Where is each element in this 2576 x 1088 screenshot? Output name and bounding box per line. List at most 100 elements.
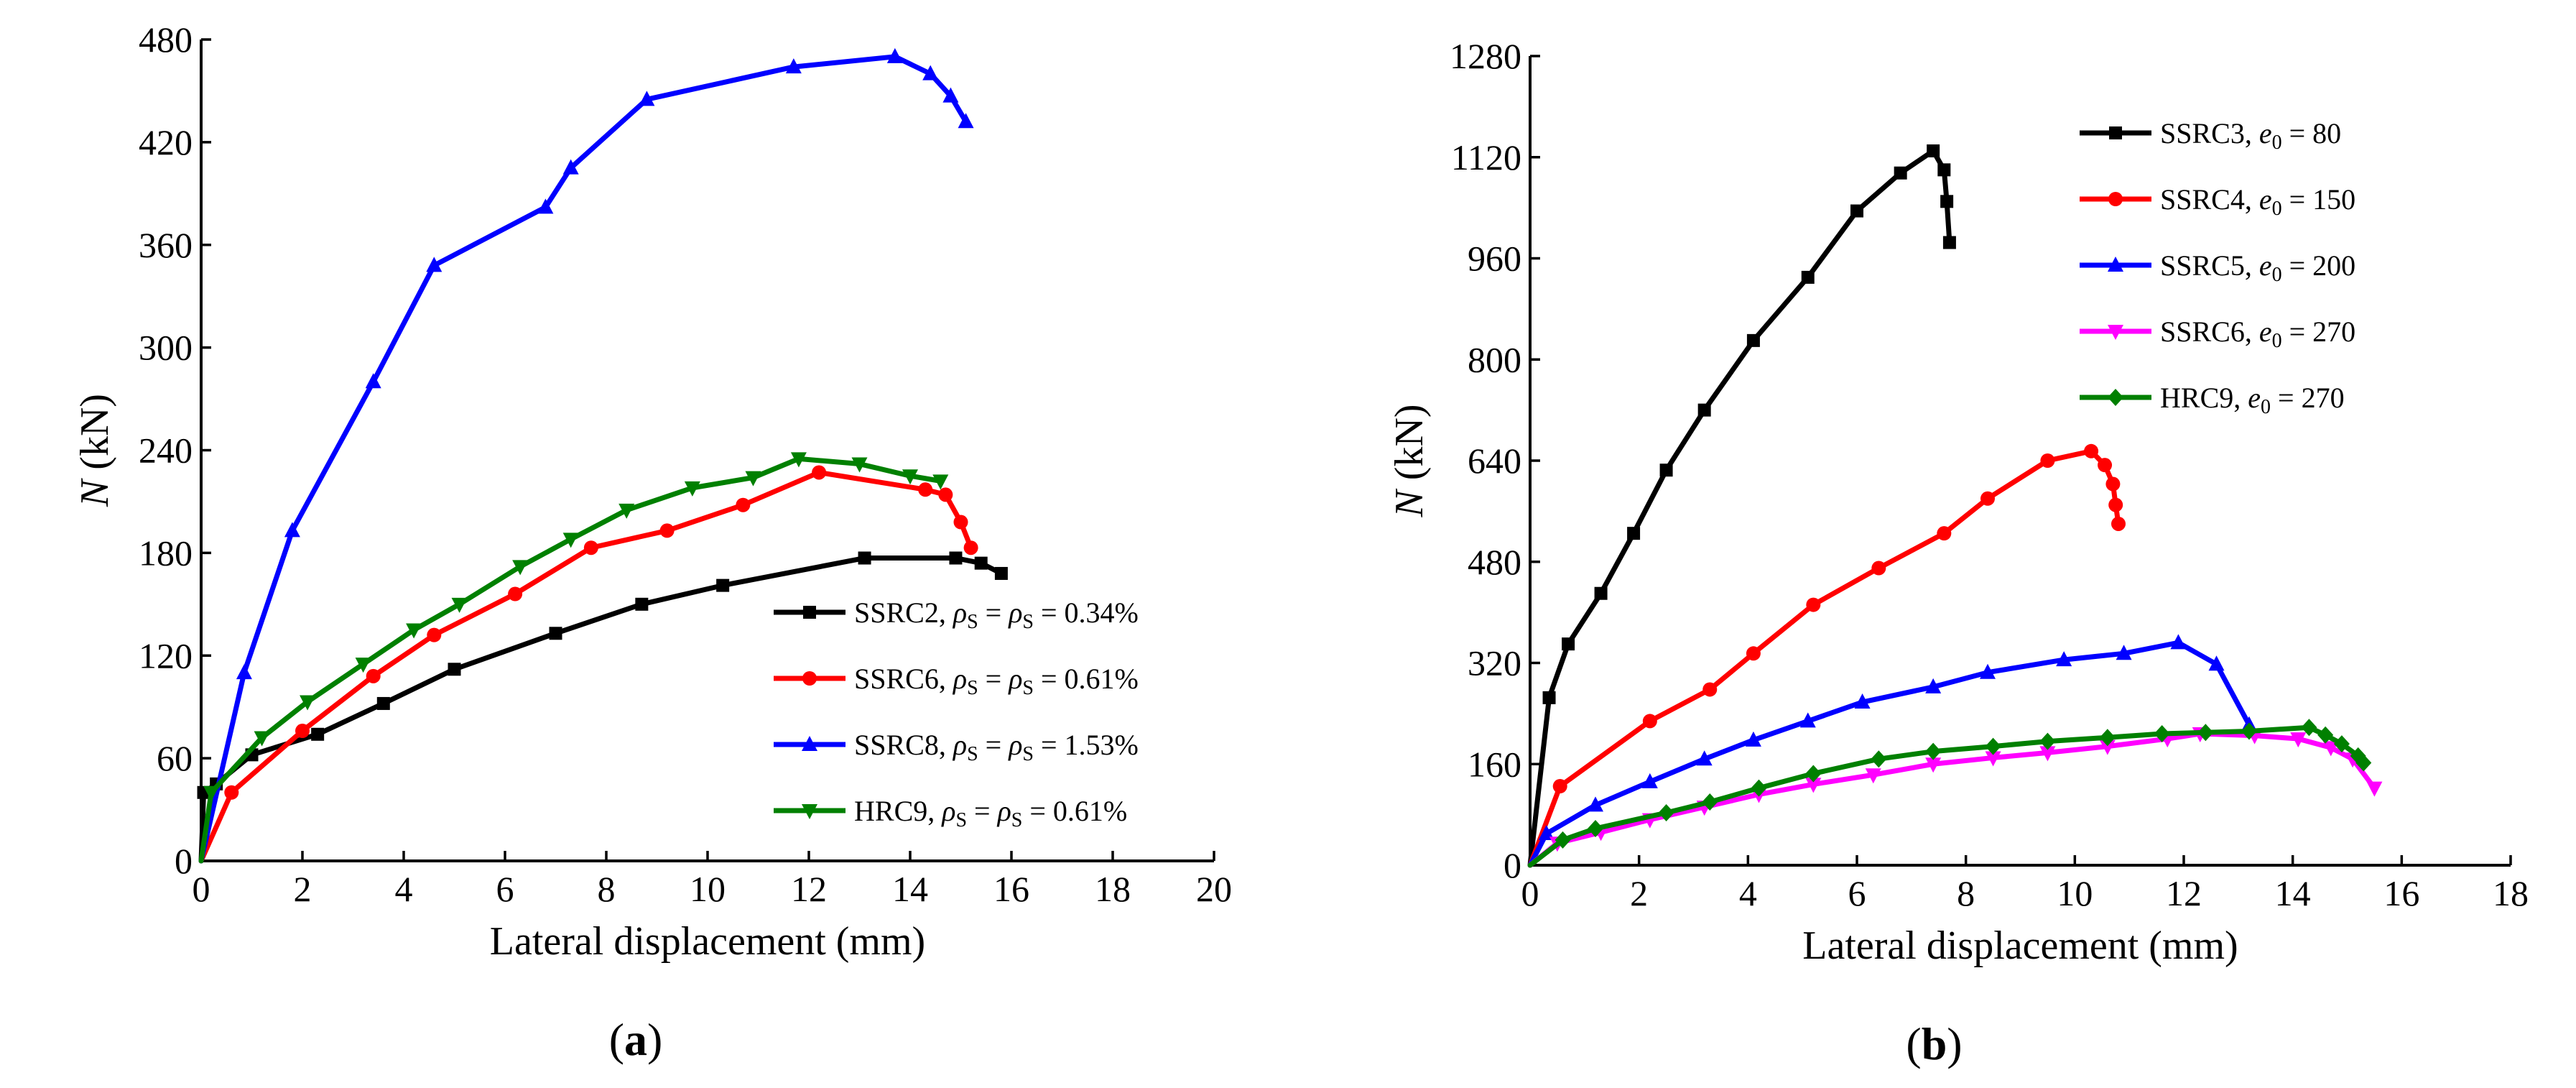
data-point xyxy=(2355,754,2372,772)
y-tick-label: 320 xyxy=(1468,643,1521,683)
legend-swatch-marker xyxy=(802,736,817,751)
data-point xyxy=(1594,586,1608,600)
y-tick-label: 420 xyxy=(139,122,193,162)
data-point xyxy=(1806,597,1821,612)
data-point xyxy=(902,469,918,485)
data-point xyxy=(1937,163,1951,177)
data-point xyxy=(2208,655,2225,671)
data-point xyxy=(736,497,751,512)
data-point xyxy=(1925,757,1942,773)
y-tick-label: 360 xyxy=(139,225,193,265)
data-point xyxy=(1925,742,1942,760)
y-tick-label: 480 xyxy=(139,19,193,60)
legend-label: SSRC4, e0 = 150 xyxy=(2160,183,2355,220)
data-point xyxy=(1927,144,1940,157)
data-point xyxy=(1751,779,1767,797)
data-point xyxy=(1850,204,1863,218)
data-point xyxy=(2111,516,2126,531)
data-point xyxy=(2105,476,2121,492)
data-point xyxy=(224,785,239,800)
x-tick-label: 10 xyxy=(2057,873,2093,913)
data-point xyxy=(618,503,635,519)
series-ssrc4 xyxy=(1527,443,2126,868)
data-point xyxy=(2099,729,2116,747)
data-point xyxy=(745,471,761,487)
data-point xyxy=(2099,739,2116,755)
data-point xyxy=(1642,714,1657,729)
y-tick-label: 960 xyxy=(1468,239,1521,279)
data-point xyxy=(2290,732,2307,748)
data-point xyxy=(2116,645,2132,660)
data-point xyxy=(949,551,963,565)
legend-entry: SSRC3, e0 = 80 xyxy=(2080,117,2341,154)
data-point xyxy=(1985,751,2001,767)
x-tick-label: 4 xyxy=(395,869,413,909)
data-point xyxy=(994,566,1008,580)
data-point xyxy=(635,597,649,611)
legend-label: SSRC8, ρS = ρS = 1.53% xyxy=(854,729,1139,765)
legend-entry: SSRC6, e0 = 270 xyxy=(2080,315,2355,352)
y-tick-label: 1280 xyxy=(1450,36,1521,76)
legend-swatch-marker xyxy=(802,671,817,686)
y-tick-label: 240 xyxy=(139,430,193,471)
data-point xyxy=(858,551,871,565)
data-point xyxy=(1552,779,1567,794)
x-axis-title: Lateral displacement (mm) xyxy=(1802,923,2238,968)
x-tick-label: 6 xyxy=(1848,873,1866,913)
data-point xyxy=(886,47,903,63)
x-tick-label: 12 xyxy=(2166,873,2202,913)
legend-entry: SSRC4, e0 = 150 xyxy=(2080,183,2355,220)
x-tick-label: 4 xyxy=(1739,873,1757,913)
legend-swatch-marker xyxy=(2109,126,2122,139)
data-point xyxy=(1538,825,1555,841)
data-point xyxy=(1746,333,1760,347)
data-point xyxy=(1702,793,1718,811)
panel-label: (b) xyxy=(1906,1018,1962,1069)
x-tick-label: 6 xyxy=(496,869,514,909)
data-point xyxy=(2154,725,2170,743)
legend-swatch-marker xyxy=(2108,325,2123,340)
panel-label: (a) xyxy=(609,1014,663,1065)
data-point xyxy=(254,731,270,747)
data-point xyxy=(1894,166,1907,180)
data-point xyxy=(295,724,310,739)
x-tick-label: 8 xyxy=(598,869,616,909)
data-point xyxy=(684,481,700,497)
y-tick-label: 480 xyxy=(1468,542,1521,582)
data-point xyxy=(1937,526,1952,541)
data-point xyxy=(1696,750,1713,766)
y-tick-label: 1120 xyxy=(1451,137,1521,178)
data-point xyxy=(938,487,953,502)
legend-label: SSRC6, ρS = ρS = 0.61% xyxy=(854,663,1139,699)
data-point xyxy=(1980,663,1996,679)
data-point xyxy=(639,91,655,106)
series-hrc9 xyxy=(198,452,949,864)
data-point xyxy=(203,785,220,801)
data-point xyxy=(2039,732,2056,750)
data-point xyxy=(2366,781,2383,797)
data-point xyxy=(1854,693,1871,709)
data-point xyxy=(1940,195,1954,208)
y-tick-label: 160 xyxy=(1468,744,1521,784)
data-point xyxy=(1641,773,1658,788)
data-point xyxy=(549,627,562,640)
y-tick-label: 300 xyxy=(139,328,193,368)
data-point xyxy=(300,695,316,711)
data-point xyxy=(1746,646,1761,661)
data-point xyxy=(1658,803,1674,821)
x-tick-label: 2 xyxy=(294,869,312,909)
data-point xyxy=(427,627,442,642)
series-hrc9 xyxy=(1527,719,2372,868)
data-point xyxy=(376,696,390,710)
data-point xyxy=(922,65,939,80)
data-point xyxy=(1702,682,1718,697)
legend-swatch-marker xyxy=(803,606,816,619)
x-tick-label: 16 xyxy=(993,869,1029,909)
data-point xyxy=(1942,236,1956,249)
data-point xyxy=(1588,796,1603,812)
series-line xyxy=(1527,724,2366,868)
x-tick-label: 14 xyxy=(2275,873,2311,913)
data-point xyxy=(355,658,371,673)
data-point xyxy=(1805,778,1822,793)
data-point xyxy=(451,597,468,613)
